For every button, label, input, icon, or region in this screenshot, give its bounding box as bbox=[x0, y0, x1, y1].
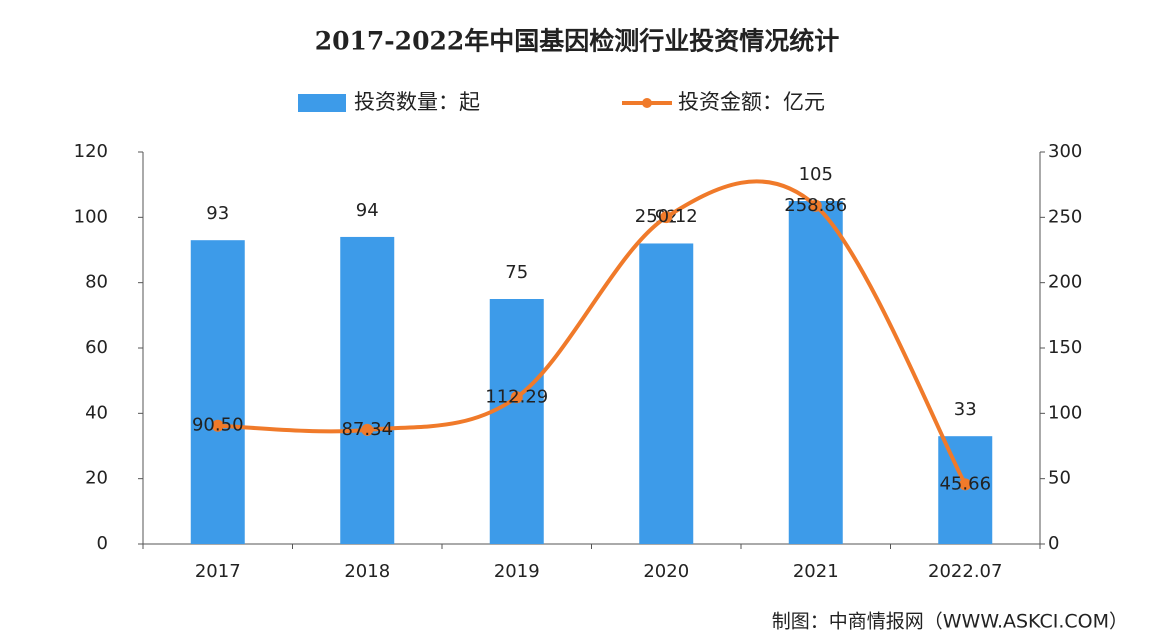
line-value-label: 45.66 bbox=[939, 473, 991, 494]
y2-tick-label: 250 bbox=[1048, 206, 1082, 227]
bar bbox=[788, 201, 843, 544]
line-value-label: 258.86 bbox=[784, 195, 847, 216]
y2-tick-label: 300 bbox=[1048, 141, 1082, 162]
y-tick-label: 100 bbox=[74, 206, 108, 227]
bar-value-label: 94 bbox=[356, 200, 379, 221]
y-tick-label: 80 bbox=[85, 272, 108, 293]
y2-tick-label: 0 bbox=[1048, 533, 1059, 554]
y2-tick-label: 200 bbox=[1048, 272, 1082, 293]
line-value-label: 87.34 bbox=[341, 419, 393, 440]
chart-title: 2017-2022年中国基因检测行业投资情况统计 bbox=[315, 27, 840, 56]
line-marker bbox=[959, 478, 972, 491]
x-tick-label: 2019 bbox=[494, 561, 540, 582]
legend-label: 投资数量：起 bbox=[354, 90, 480, 114]
x-tick-label: 2021 bbox=[793, 561, 839, 582]
source: 制图：中商情报网（WWW.ASKCI.COM） bbox=[772, 611, 1128, 633]
line-marker bbox=[361, 423, 374, 436]
legend-swatch bbox=[298, 94, 346, 112]
bar-value-label: 105 bbox=[799, 164, 833, 185]
line-value-label: 250.12 bbox=[635, 206, 698, 227]
y2-tick-label: 150 bbox=[1048, 337, 1082, 358]
y-tick-label: 0 bbox=[97, 533, 108, 554]
y-tick-label: 20 bbox=[85, 468, 108, 489]
y-tick-label: 40 bbox=[85, 402, 108, 423]
x-tick-label: 2018 bbox=[344, 561, 390, 582]
y-tick-label: 120 bbox=[74, 141, 108, 162]
x-tick-label: 2017 bbox=[195, 561, 241, 582]
line-value-label: 112.29 bbox=[485, 386, 548, 407]
bar bbox=[190, 240, 245, 544]
bar-value-label: 75 bbox=[505, 262, 528, 283]
line-value-label: 90.50 bbox=[192, 415, 244, 436]
legend-label: 投资金额：亿元 bbox=[678, 90, 825, 114]
legend-dot bbox=[642, 98, 652, 108]
bar bbox=[340, 236, 395, 544]
line-marker bbox=[211, 419, 224, 432]
y-tick-label: 60 bbox=[85, 337, 108, 358]
y2-tick-label: 50 bbox=[1048, 468, 1071, 489]
bar-value-label: 33 bbox=[954, 399, 977, 420]
line-marker bbox=[809, 199, 822, 212]
bar bbox=[489, 299, 544, 544]
x-tick-label: 2022.07 bbox=[928, 561, 1002, 582]
y2-tick-label: 100 bbox=[1048, 402, 1082, 423]
line-marker bbox=[660, 211, 673, 224]
line-marker bbox=[510, 391, 523, 404]
x-tick-label: 2020 bbox=[643, 561, 689, 582]
bar bbox=[639, 243, 694, 544]
bar-value-label: 93 bbox=[206, 203, 229, 224]
